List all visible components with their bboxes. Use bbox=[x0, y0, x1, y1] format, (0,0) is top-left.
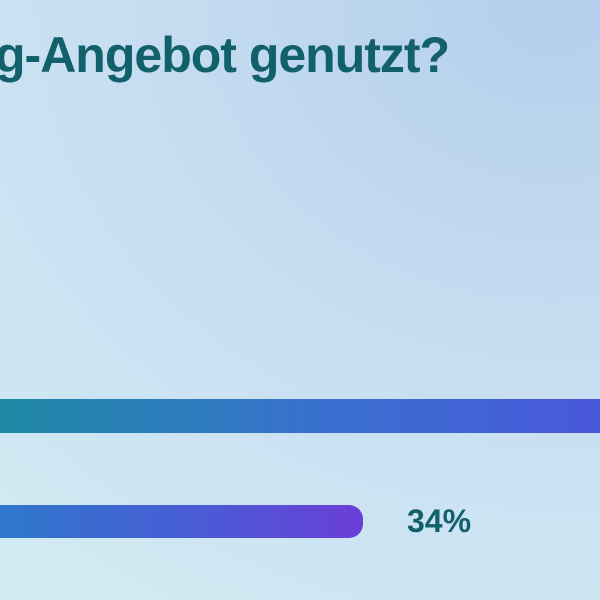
result-bar-1 bbox=[0, 399, 600, 433]
poll-question-title: g-Angebot genutzt? bbox=[0, 27, 450, 83]
bar-2-percentage-label: 34% bbox=[407, 503, 472, 539]
result-bar-2 bbox=[0, 505, 363, 538]
